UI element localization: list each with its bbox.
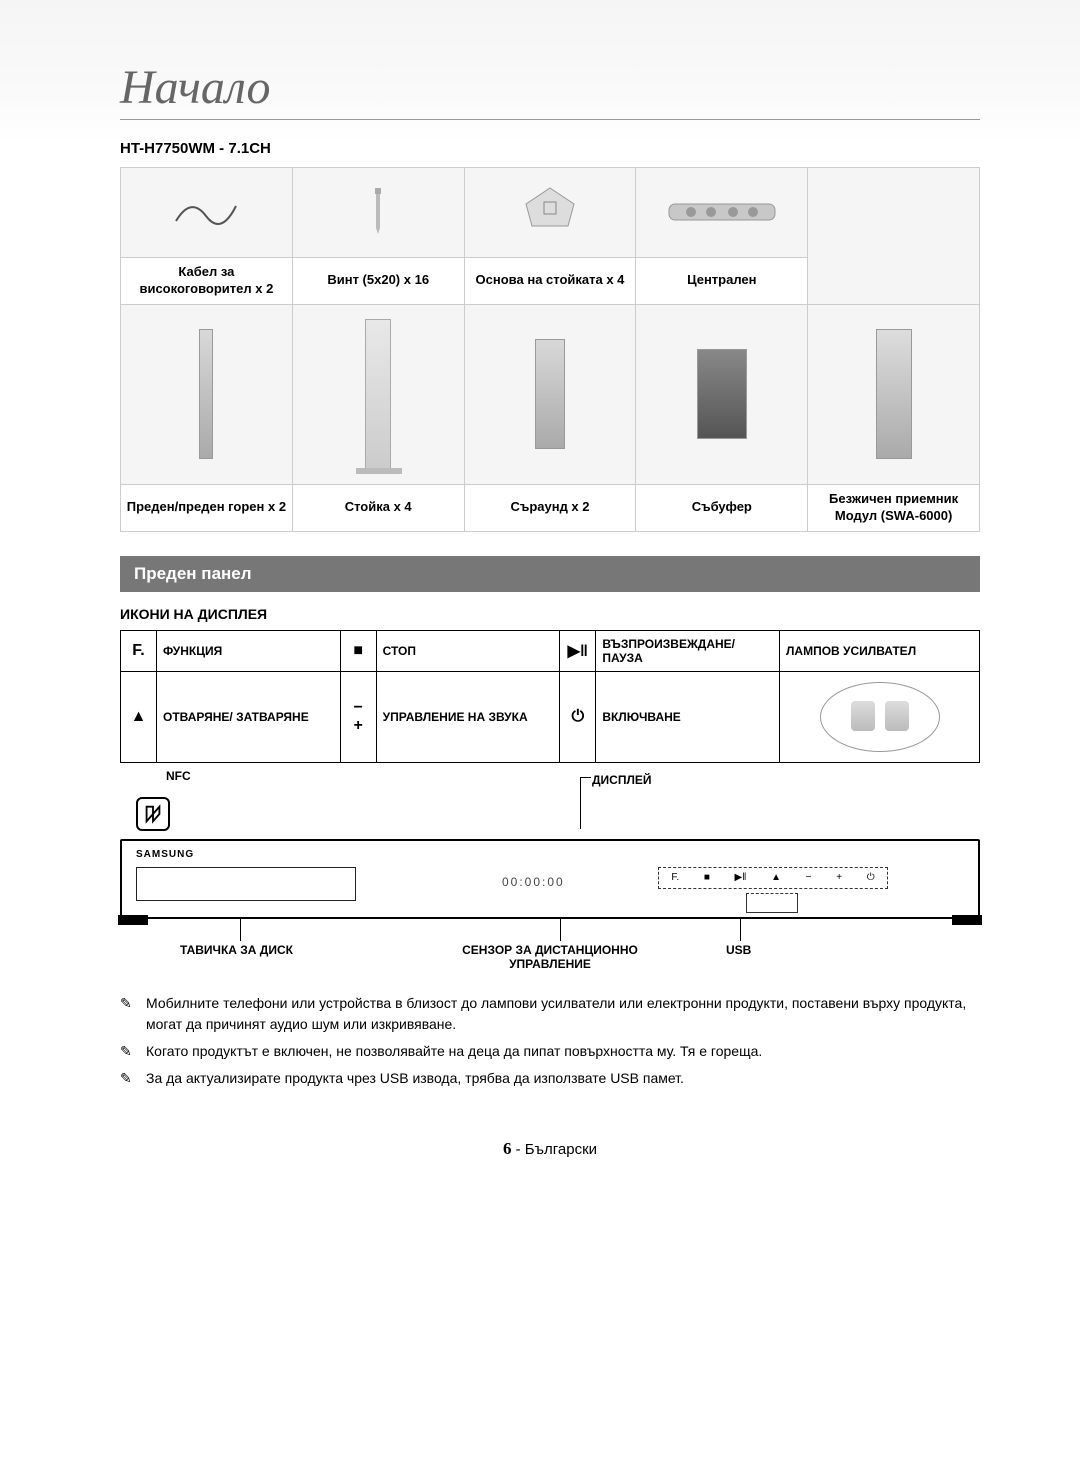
part-label: Безжичен приемник Модул (SWA-6000) [808,484,980,531]
stop-icon: ■ [340,630,376,671]
nfc-icon [136,797,170,831]
playpause-icon: ▶ǁ [560,630,596,671]
note-text: За да актуализирате продукта чрез USB из… [146,1068,684,1089]
function-label: ФУНКЦИЯ [157,630,341,671]
stop-label: СТОП [376,630,560,671]
note-icon: ✎ [120,1068,146,1089]
amp-label: ЛАМПОВ УСИЛВАТЕЛ [780,630,980,671]
power-icon: ⏻ [560,671,596,762]
part-img-empty [808,168,980,305]
nfc-callout: NFC [166,769,191,783]
part-label: Кабел за високоговорител x 2 [121,258,293,305]
parts-table: Кабел за високоговорител x 2 Винт (5x20)… [120,167,980,532]
playpause-label: ВЪЗПРОИЗВЕЖДАНЕ/ ПАУЗА [596,630,780,671]
ctrl-btn: ▶ǁ [735,872,747,883]
part-label: Събуфер [636,484,808,531]
usb-callout: USB [726,943,751,957]
power-label: ВКЛЮЧВАНЕ [596,671,780,762]
part-label: Преден/преден горен x 2 [121,484,293,531]
ctrl-btn: + [836,872,842,883]
page-title: Начало [120,60,980,120]
control-strip: F. ■ ▶ǁ ▲ − + ⏻ [658,867,888,889]
page-lang: - Български [511,1141,597,1158]
ctrl-btn: F. [671,872,679,883]
display-readout: 00:00:00 [502,875,565,889]
part-img-base [464,168,636,258]
part-img-sub [636,304,808,484]
part-label: Основа на стойката x 4 [464,258,636,305]
ctrl-btn: ■ [704,872,710,883]
part-img-center [636,168,808,258]
part-img-front [121,304,293,484]
volume-label: УПРАВЛЕНИЕ НА ЗВУКА [376,671,560,762]
eject-icon: ▲ [121,671,157,762]
note-icon: ✎ [120,1041,146,1062]
part-label: Съраунд x 2 [464,484,636,531]
model-label: HT-H7750WM - 7.1CH [120,140,980,157]
ctrl-btn: ⏻ [867,872,875,883]
part-img-wrx [808,304,980,484]
note-text: Когато продуктът е включен, не позволява… [146,1041,762,1062]
note-text: Мобилните телефони или устройства в близ… [146,993,980,1035]
section-front-panel: Преден панел [120,556,980,592]
part-label: Стойка x 4 [292,484,464,531]
ctrl-btn: ▲ [771,872,781,883]
part-label: Централен [636,258,808,305]
function-icon: F. [121,630,157,671]
part-img-cable [121,168,293,258]
display-icons-heading: ИКОНИ НА ДИСПЛЕЯ [120,606,980,622]
ctrl-btn: − [806,872,812,883]
eject-label: ОТВАРЯНЕ/ ЗАТВАРЯНЕ [157,671,341,762]
part-img-stand [292,304,464,484]
display-callout: ДИСПЛЕЙ [592,773,652,787]
disc-tray [136,867,356,901]
notes: ✎Мобилните телефони или устройства в бли… [120,993,980,1089]
note-icon: ✎ [120,993,146,1035]
device-front: SAMSUNG 00:00:00 F. ■ ▶ǁ ▲ − + ⏻ [120,839,980,919]
usb-port [746,893,798,913]
brand-logo: SAMSUNG [136,849,194,860]
icons-table: F. ФУНКЦИЯ ■ СТОП ▶ǁ ВЪЗПРОИЗВЕЖДАНЕ/ ПА… [120,630,980,763]
part-label: Винт (5x20) x 16 [292,258,464,305]
tray-callout: ТАВИЧКА ЗА ДИСК [180,943,293,957]
page-footer: 6 - Български [120,1139,980,1159]
remote-sensor-callout: СЕНЗОР ЗА ДИСТАНЦИОННО УПРАВЛЕНИЕ [420,943,680,971]
part-img-screw [292,168,464,258]
part-img-surround [464,304,636,484]
volume-icon: − + [340,671,376,762]
amp-illustration [780,671,980,762]
